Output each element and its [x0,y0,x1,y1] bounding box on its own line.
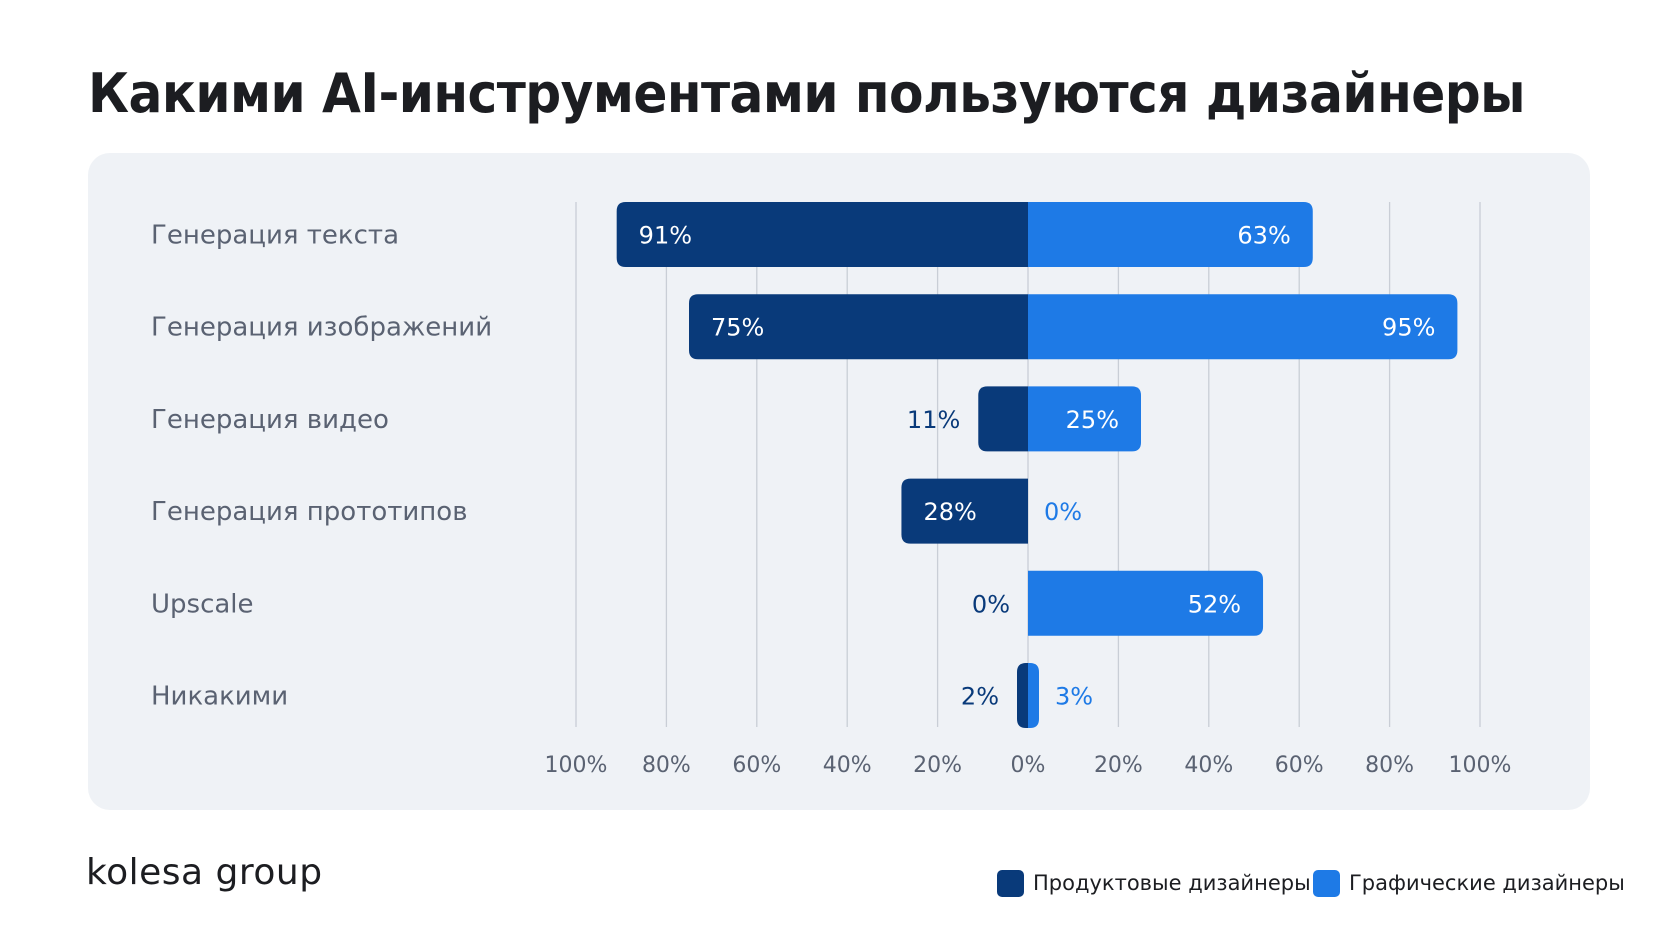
legend-label-product: Продуктовые дизайнеры [1033,871,1311,895]
bar-graphic [1028,386,1141,452]
value-label-product: 0% [972,590,1010,618]
x-tick-label: 60% [1275,753,1324,778]
bar-product [978,386,1028,452]
legend-label-graphic: Графические дизайнеры [1349,871,1625,895]
value-label-product: 75% [711,314,764,342]
value-label-product: 91% [639,222,692,250]
bar-graphic [1028,294,1458,360]
x-tick-label: 100% [1449,753,1512,778]
bar-graphic [1028,663,1039,728]
category-label: Генерация видео [151,405,389,435]
value-label-product: 2% [961,683,999,711]
legend-item-product: Продуктовые дизайнеры [997,866,1311,900]
category-label: Генерация изображений [151,313,492,343]
category-label: Генерация прототипов [151,497,468,527]
value-label-product: 11% [907,406,960,434]
bar-product [1017,663,1028,728]
legend-swatch-graphic [1313,869,1340,897]
bars [616,202,1458,728]
category-label: Upscale [151,589,254,619]
value-label-graphic: 25% [1066,406,1119,434]
bar-product [616,202,1028,267]
x-tick-label: 0% [1011,753,1046,778]
bar-graphic [1028,202,1313,267]
legend-swatch-product [997,869,1024,897]
x-tick-label: 20% [1094,753,1143,778]
value-label-graphic: 63% [1237,222,1290,250]
grid-lines [575,202,1481,727]
category-label: Никакими [151,682,288,712]
x-tick-label: 60% [732,753,781,778]
bar-product [689,294,1028,360]
kolesa-group-logo: kolesa group [86,852,323,893]
bar-product [901,478,1028,544]
value-label-graphic: 0% [1044,498,1082,526]
legend-item-graphic: Графические дизайнеры [1313,866,1625,900]
bar-graphic [1028,570,1264,636]
category-label: Генерация текста [151,221,399,251]
x-tick-label: 100% [545,753,608,778]
value-label-graphic: 3% [1055,683,1093,711]
page-title: Какими AI-инструментами пользуются дизай… [88,62,1526,125]
value-label-graphic: 95% [1382,314,1435,342]
x-tick-label: 80% [1365,753,1414,778]
x-tick-label: 80% [642,753,691,778]
value-label-product: 28% [923,498,976,526]
value-label-graphic: 52% [1188,590,1241,618]
x-tick-label: 40% [1184,753,1233,778]
x-tick-label: 20% [913,753,962,778]
labels: 100% 80% 60% 40% 20% 0% 20% 40% 60% 80% 100% Генера… [151,221,1511,779]
x-tick-label: 40% [823,753,872,778]
